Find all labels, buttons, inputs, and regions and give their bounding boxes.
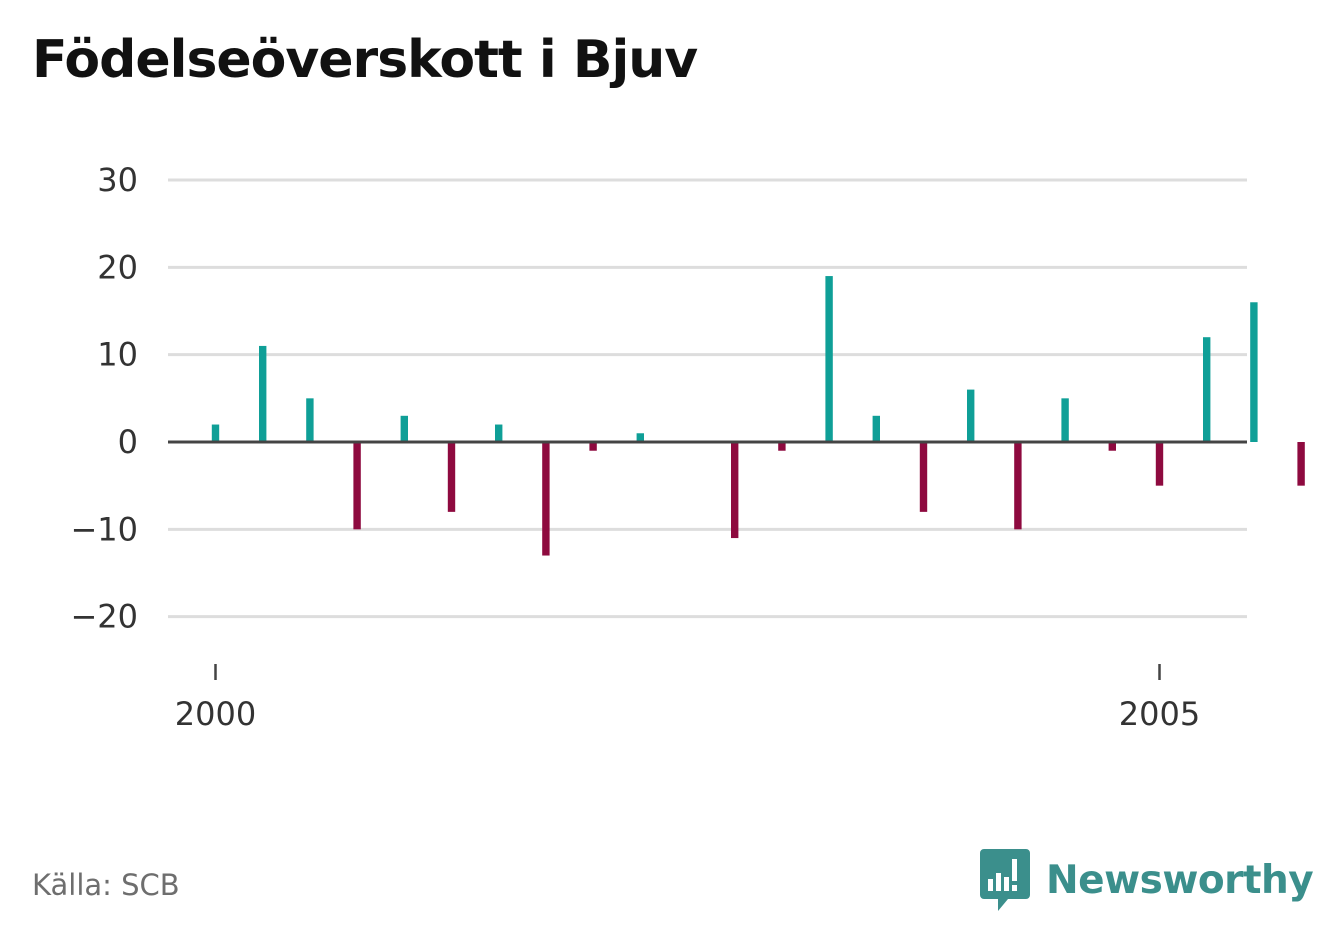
bar-positive bbox=[495, 424, 503, 442]
y-tick-label: −20 bbox=[70, 598, 138, 636]
bar-positive bbox=[259, 345, 267, 442]
y-tick-label: 30 bbox=[97, 161, 138, 199]
bar-negative bbox=[353, 442, 361, 530]
bar-negative bbox=[1014, 442, 1022, 530]
bar-positive bbox=[1250, 302, 1258, 442]
bar-negative bbox=[1155, 442, 1164, 486]
bar-negative bbox=[542, 442, 550, 556]
bar-negative bbox=[589, 442, 597, 451]
grid-lines bbox=[168, 178, 1247, 619]
bar-positive bbox=[1061, 398, 1069, 442]
bar-negative bbox=[1297, 442, 1305, 486]
bar-positive bbox=[1203, 337, 1211, 442]
bar-negative bbox=[447, 442, 456, 512]
y-tick-label: −10 bbox=[70, 510, 138, 548]
bar-positive bbox=[400, 415, 408, 442]
chart-title: Födelseöverskott i Bjuv bbox=[32, 30, 698, 90]
y-tick-label: 20 bbox=[97, 248, 138, 286]
bar-negative bbox=[731, 442, 739, 539]
bar-positive bbox=[825, 276, 833, 442]
bars bbox=[211, 276, 1305, 556]
newsworthy-logo-icon bbox=[980, 849, 1030, 911]
bar-positive bbox=[306, 398, 314, 442]
bar-positive bbox=[967, 389, 975, 442]
bar-positive bbox=[636, 433, 644, 442]
x-tick-label: 2000 bbox=[175, 695, 256, 733]
source-label: Källa: SCB bbox=[32, 868, 180, 902]
x-tick-label: 2005 bbox=[1119, 695, 1200, 733]
y-tick-label: 10 bbox=[97, 336, 138, 374]
bar-negative bbox=[919, 442, 928, 512]
brand-name: Newsworthy bbox=[1046, 857, 1314, 903]
brand-logo-link[interactable]: Newsworthy bbox=[980, 848, 1314, 912]
bar-positive bbox=[872, 415, 880, 442]
y-tick-label: 0 bbox=[118, 423, 138, 461]
bar-negative bbox=[778, 442, 786, 451]
bar-negative bbox=[1108, 442, 1116, 451]
bar-positive bbox=[211, 424, 220, 442]
